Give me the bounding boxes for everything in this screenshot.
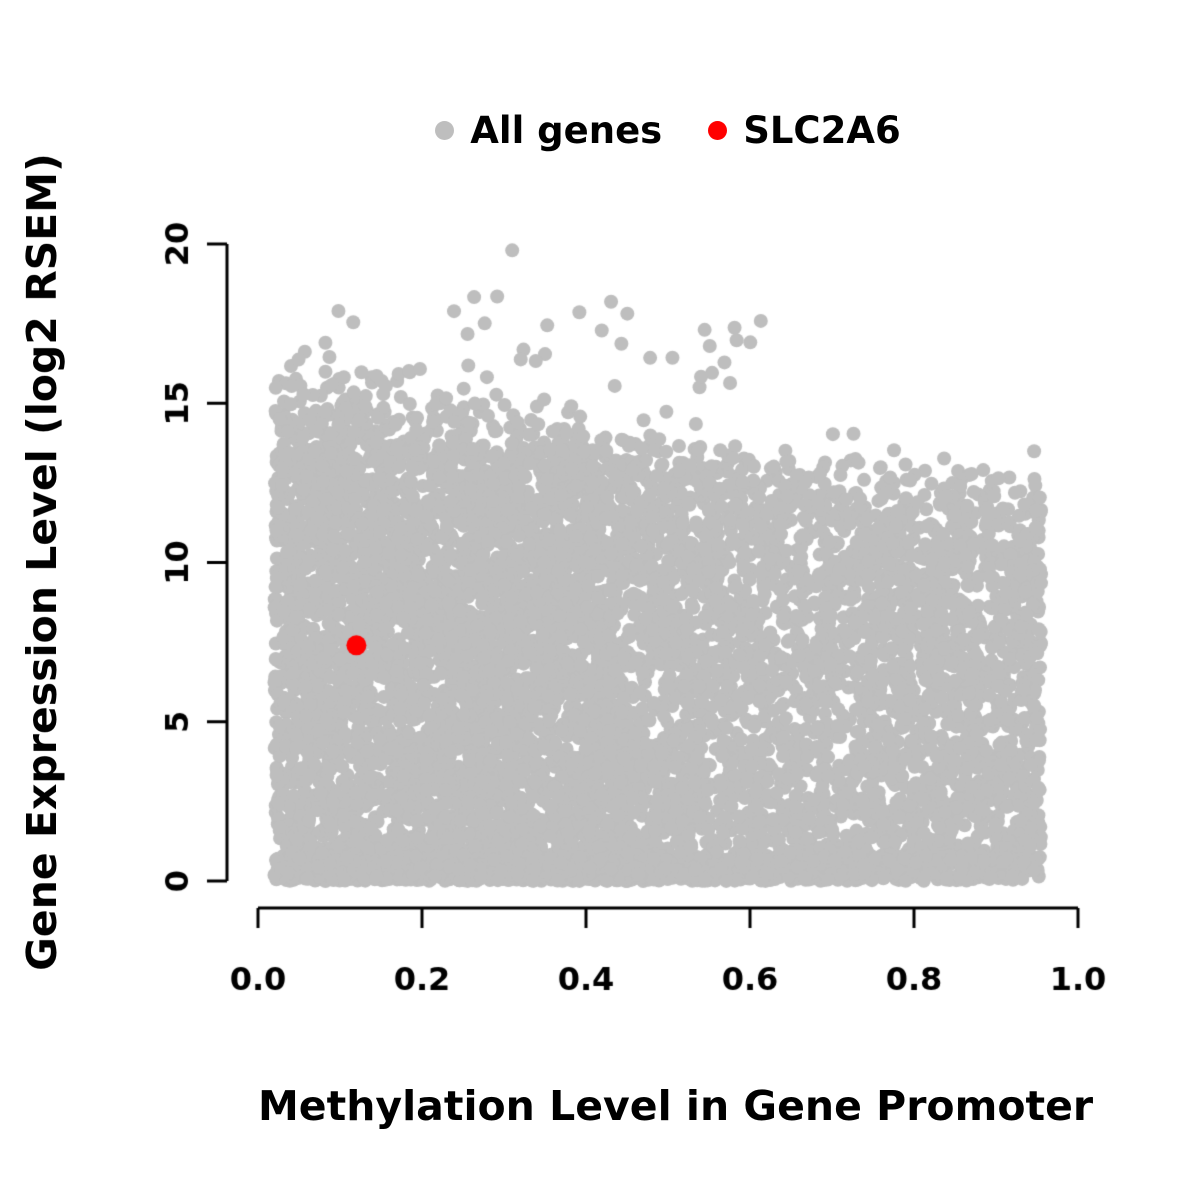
legend-label-slc2a6: SLC2A6 [743, 109, 901, 152]
legend: All genes SLC2A6 [258, 112, 1078, 149]
x-axis-title: Methylation Level in Gene Promoter [258, 1082, 1094, 1130]
legend-item-all-genes: All genes [435, 112, 662, 149]
legend-item-slc2a6: SLC2A6 [708, 112, 901, 149]
y-axis-title: Gene Expression Level (log2 RSEM) [18, 153, 66, 971]
legend-label-all-genes: All genes [470, 109, 663, 152]
all-genes-dot-icon [435, 121, 455, 140]
slc2a6-dot-icon [708, 121, 728, 140]
